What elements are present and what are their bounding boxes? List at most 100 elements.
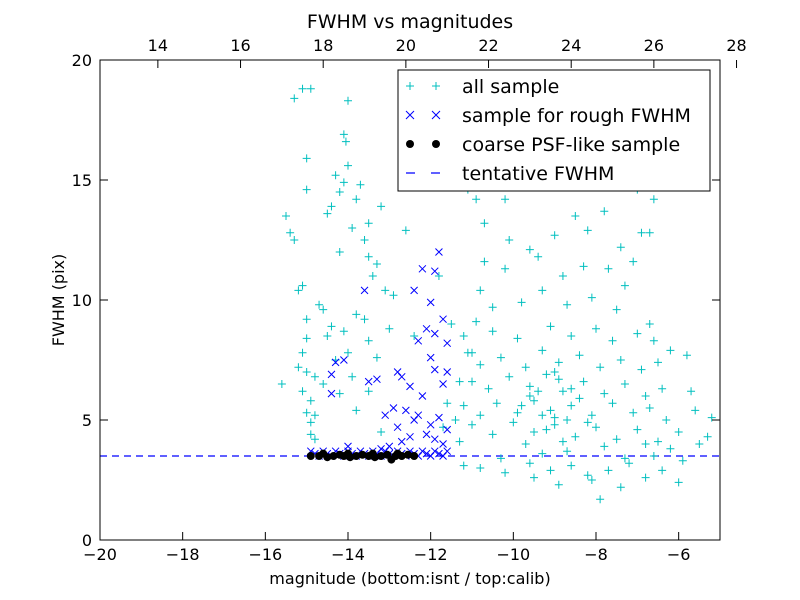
all-sample-point <box>459 401 468 410</box>
all-sample-point <box>496 353 505 362</box>
all-sample-point <box>571 212 580 220</box>
rough-sample-point <box>435 413 443 422</box>
all-sample-point <box>381 286 390 295</box>
rough-sample-point <box>430 365 439 374</box>
rough-sample-point <box>397 372 406 381</box>
all-sample-point <box>550 420 559 429</box>
all-sample-point <box>691 406 700 415</box>
all-sample-point <box>455 377 464 386</box>
all-sample-point <box>612 305 621 314</box>
all-sample-point <box>616 483 625 492</box>
psf-sample-point <box>410 452 419 460</box>
all-sample-point <box>554 375 563 384</box>
rough-sample-point <box>430 435 439 444</box>
all-sample-point <box>327 322 336 331</box>
rough-sample-point <box>426 420 435 429</box>
all-sample-point <box>645 228 654 237</box>
all-sample-point <box>298 84 307 93</box>
all-sample-point <box>488 327 497 336</box>
ticks-layer: −20 −18 −16 −14 −12 −10 −8 −6 14 16 18 20 22 24 26 28 0 5… <box>72 36 747 564</box>
all-sample-point <box>451 416 460 424</box>
all-sample-point <box>339 130 348 139</box>
psf-sample-point <box>319 449 328 458</box>
all-sample-point <box>310 372 319 381</box>
all-sample-point <box>298 348 307 357</box>
all-sample-point <box>501 195 510 204</box>
rough-sample-point <box>406 432 414 441</box>
all-sample-point <box>389 291 398 300</box>
all-sample-point <box>352 195 361 204</box>
all-sample-point <box>567 332 576 340</box>
rough-sample-point <box>389 404 398 412</box>
legend-label-psf-sample: coarse PSF-like sample <box>462 134 680 156</box>
all-sample-point <box>563 447 572 456</box>
all-sample-point <box>666 346 675 355</box>
rough-sample-point <box>340 356 348 364</box>
all-sample-point <box>546 466 555 475</box>
all-sample-point <box>563 300 572 309</box>
all-sample-point <box>352 406 361 415</box>
all-sample-point <box>695 440 704 448</box>
all-sample-point <box>302 334 311 343</box>
all-sample-point <box>620 281 629 290</box>
rough-sample-point <box>443 368 452 376</box>
all-sample-point <box>587 411 596 420</box>
all-sample-point <box>331 171 340 180</box>
y-tick-label: 5 <box>82 411 92 430</box>
all-sample-point <box>530 473 538 482</box>
all-sample-point <box>344 96 352 105</box>
all-sample-point <box>335 248 344 256</box>
legend-marker-all-sample <box>406 82 440 90</box>
all-sample-point <box>476 360 485 369</box>
top-tick-label: 18 <box>313 36 333 55</box>
all-sample-point <box>534 252 543 261</box>
all-sample-point <box>612 435 621 444</box>
all-sample-point <box>401 226 410 235</box>
rough-sample-point <box>426 452 435 460</box>
top-tick-label: 24 <box>561 36 581 55</box>
all-sample-point <box>348 224 357 232</box>
all-sample-point <box>608 336 617 345</box>
all-sample-point <box>306 430 315 439</box>
psf-sample-point <box>377 452 386 460</box>
y-tick-label: 10 <box>72 291 92 310</box>
all-sample-point <box>306 418 315 427</box>
all-sample-point <box>666 444 675 453</box>
psf-sample-point <box>403 450 412 459</box>
all-sample-point <box>579 377 588 386</box>
all-sample-point <box>558 387 567 396</box>
all-sample-point <box>294 286 303 295</box>
all-sample-point <box>364 387 373 396</box>
all-sample-point <box>542 425 551 434</box>
all-sample-point <box>443 399 452 408</box>
x-tick-label: −12 <box>414 545 448 564</box>
all-sample-point <box>645 404 654 412</box>
psf-sample-point <box>352 452 361 460</box>
all-sample-point <box>649 336 658 345</box>
all-sample-point <box>616 243 625 252</box>
top-tick-label: 14 <box>148 36 168 55</box>
rough-sample-point <box>426 298 435 307</box>
all-sample-point <box>310 435 319 444</box>
all-sample-point <box>674 478 683 487</box>
rough-sample-point <box>435 449 443 458</box>
all-sample-point <box>662 416 671 424</box>
rough-sample-point <box>397 437 406 446</box>
top-tick-label: 20 <box>396 36 416 55</box>
rough-sample-point <box>430 267 439 276</box>
rough-sample-point <box>435 248 443 256</box>
x-tick-label: −16 <box>248 545 282 564</box>
all-sample-point <box>583 226 592 235</box>
all-sample-point <box>587 476 596 484</box>
all-sample-point <box>323 332 332 340</box>
all-sample-point <box>302 408 311 417</box>
all-sample-point <box>468 420 476 429</box>
x-tick-label: −20 <box>83 545 117 564</box>
rough-sample-point <box>414 336 423 345</box>
all-sample-point <box>550 368 559 376</box>
all-sample-point <box>682 351 691 360</box>
all-sample-point <box>658 384 667 393</box>
all-sample-point <box>356 180 365 189</box>
y-axis-label: FWHM (pix) <box>49 254 68 347</box>
